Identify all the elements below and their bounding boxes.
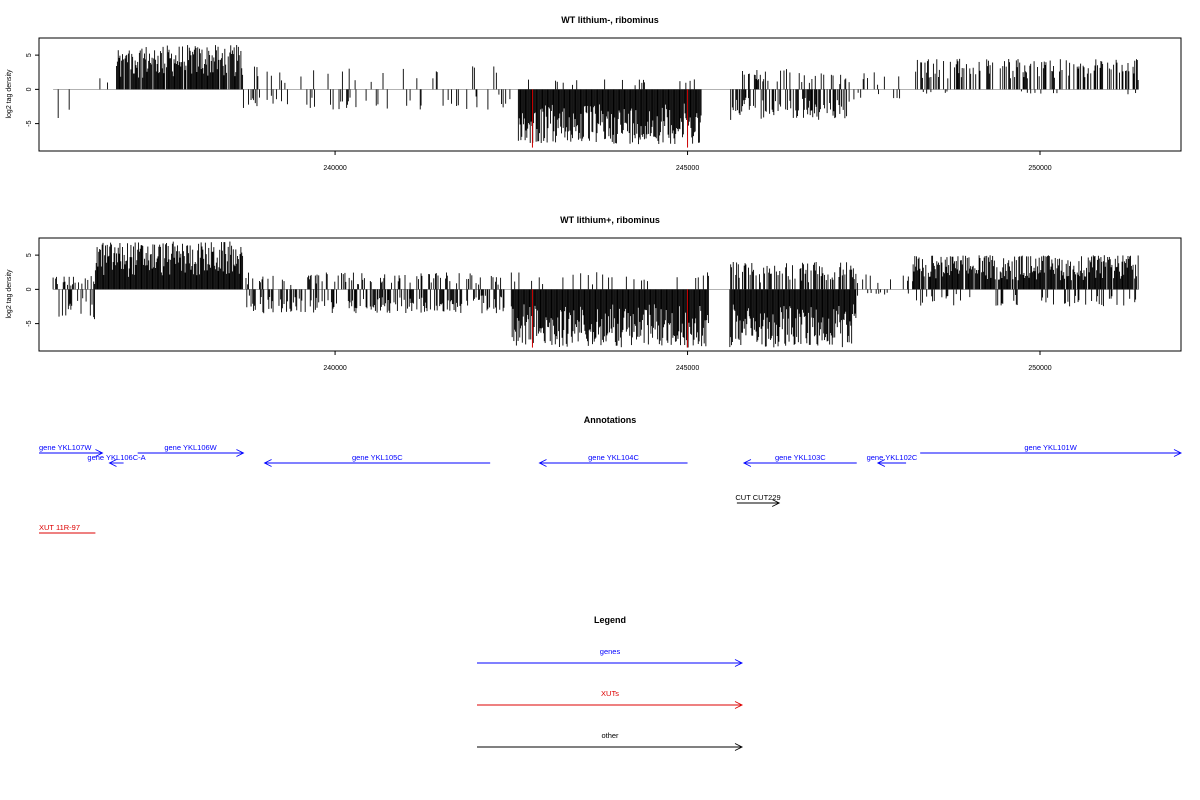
annotations-title: Annotations bbox=[584, 415, 637, 425]
panel-1-frame bbox=[38, 37, 1182, 152]
feature-label: gene YKL107W bbox=[39, 443, 92, 452]
strand-arrowhead bbox=[236, 449, 245, 457]
legend-title: Legend bbox=[594, 615, 626, 625]
feature-label: gene YKL104C bbox=[588, 453, 639, 462]
x-tick-label: 245000 bbox=[676, 365, 699, 372]
y-tick-label: 5 bbox=[26, 53, 33, 57]
strand-arrowhead bbox=[771, 499, 781, 507]
legend-item: genes bbox=[477, 647, 744, 667]
annotation-feature: gene YKL101W bbox=[920, 443, 1183, 457]
feature-label: gene YKL101W bbox=[1024, 443, 1077, 452]
x-tick-label: 240000 bbox=[323, 365, 346, 372]
strand-arrowhead bbox=[734, 743, 744, 751]
y-tick-label: 0 bbox=[26, 87, 33, 91]
y-tick-label: 5 bbox=[26, 253, 33, 257]
feature-label: gene YKL105C bbox=[352, 453, 403, 462]
panel-lithium-plus: WT lithium+, ribominus log2 tag density … bbox=[6, 215, 1182, 372]
annotation-feature: gene YKL107W bbox=[39, 443, 104, 457]
x-tick-label: 245000 bbox=[676, 165, 699, 172]
annotation-feature: gene YKL106C-A bbox=[87, 453, 146, 467]
panel-1-axes: 240000 245000 250000 -5 0 5 bbox=[26, 53, 1052, 172]
legend: Legend genes XUTs other bbox=[477, 615, 744, 751]
y-tick-label: -5 bbox=[26, 120, 33, 126]
panel-1-title: WT lithium-, ribominus bbox=[561, 15, 659, 25]
annotation-feature: gene YKL104C bbox=[538, 453, 688, 467]
strand-arrowhead bbox=[263, 459, 272, 467]
annotation-feature: gene YKL103C bbox=[742, 453, 857, 467]
legend-item: XUTs bbox=[477, 689, 744, 709]
strand-arrowhead bbox=[108, 459, 117, 467]
legend-label: XUTs bbox=[601, 689, 619, 698]
x-tick-label: 250000 bbox=[1028, 165, 1051, 172]
y-tick-label: -5 bbox=[26, 320, 33, 326]
panel-1-bars bbox=[53, 45, 1139, 148]
strand-arrowhead bbox=[876, 459, 886, 467]
panel-1-ylabel: log2 tag density bbox=[6, 69, 13, 119]
legend-items: genes XUTs other bbox=[477, 647, 744, 751]
panel-2-title: WT lithium+, ribominus bbox=[560, 215, 660, 225]
strand-arrowhead bbox=[95, 449, 104, 457]
feature-label: gene YKL106W bbox=[164, 443, 217, 452]
panel-lithium-minus: WT lithium-, ribominus log2 tag density … bbox=[6, 15, 1182, 172]
strand-arrowhead bbox=[1173, 449, 1183, 457]
annotation-feature: gene YKL106W bbox=[137, 443, 245, 457]
feature-label: gene YKL102C bbox=[867, 453, 918, 462]
legend-label: genes bbox=[600, 647, 621, 656]
annotation-feature: CUT CUT229 bbox=[735, 493, 781, 507]
panel-2-axes: 240000 245000 250000 -5 0 5 bbox=[26, 253, 1052, 372]
panel-2-ylabel: log2 tag density bbox=[6, 269, 13, 319]
feature-label: XUT 11R-97 bbox=[39, 523, 80, 532]
y-tick-label: 0 bbox=[26, 287, 33, 291]
legend-label: other bbox=[601, 731, 619, 740]
strand-arrowhead bbox=[734, 701, 744, 709]
feature-label: gene YKL103C bbox=[775, 453, 826, 462]
feature-label: CUT CUT229 bbox=[735, 493, 780, 502]
panel-2-bars bbox=[52, 241, 1139, 348]
strand-arrowhead bbox=[734, 659, 744, 667]
annotation-feature: gene YKL105C bbox=[263, 453, 491, 467]
x-tick-label: 240000 bbox=[323, 165, 346, 172]
strand-arrowhead bbox=[538, 459, 547, 467]
feature-label: gene YKL106C-A bbox=[87, 453, 145, 462]
panel-2-frame bbox=[38, 237, 1182, 352]
strand-arrowhead bbox=[742, 459, 752, 467]
annotation-feature: gene YKL102C bbox=[867, 453, 918, 467]
legend-item: other bbox=[477, 731, 744, 751]
annotation-feature: XUT 11R-97 bbox=[39, 523, 96, 534]
x-tick-label: 250000 bbox=[1028, 365, 1051, 372]
